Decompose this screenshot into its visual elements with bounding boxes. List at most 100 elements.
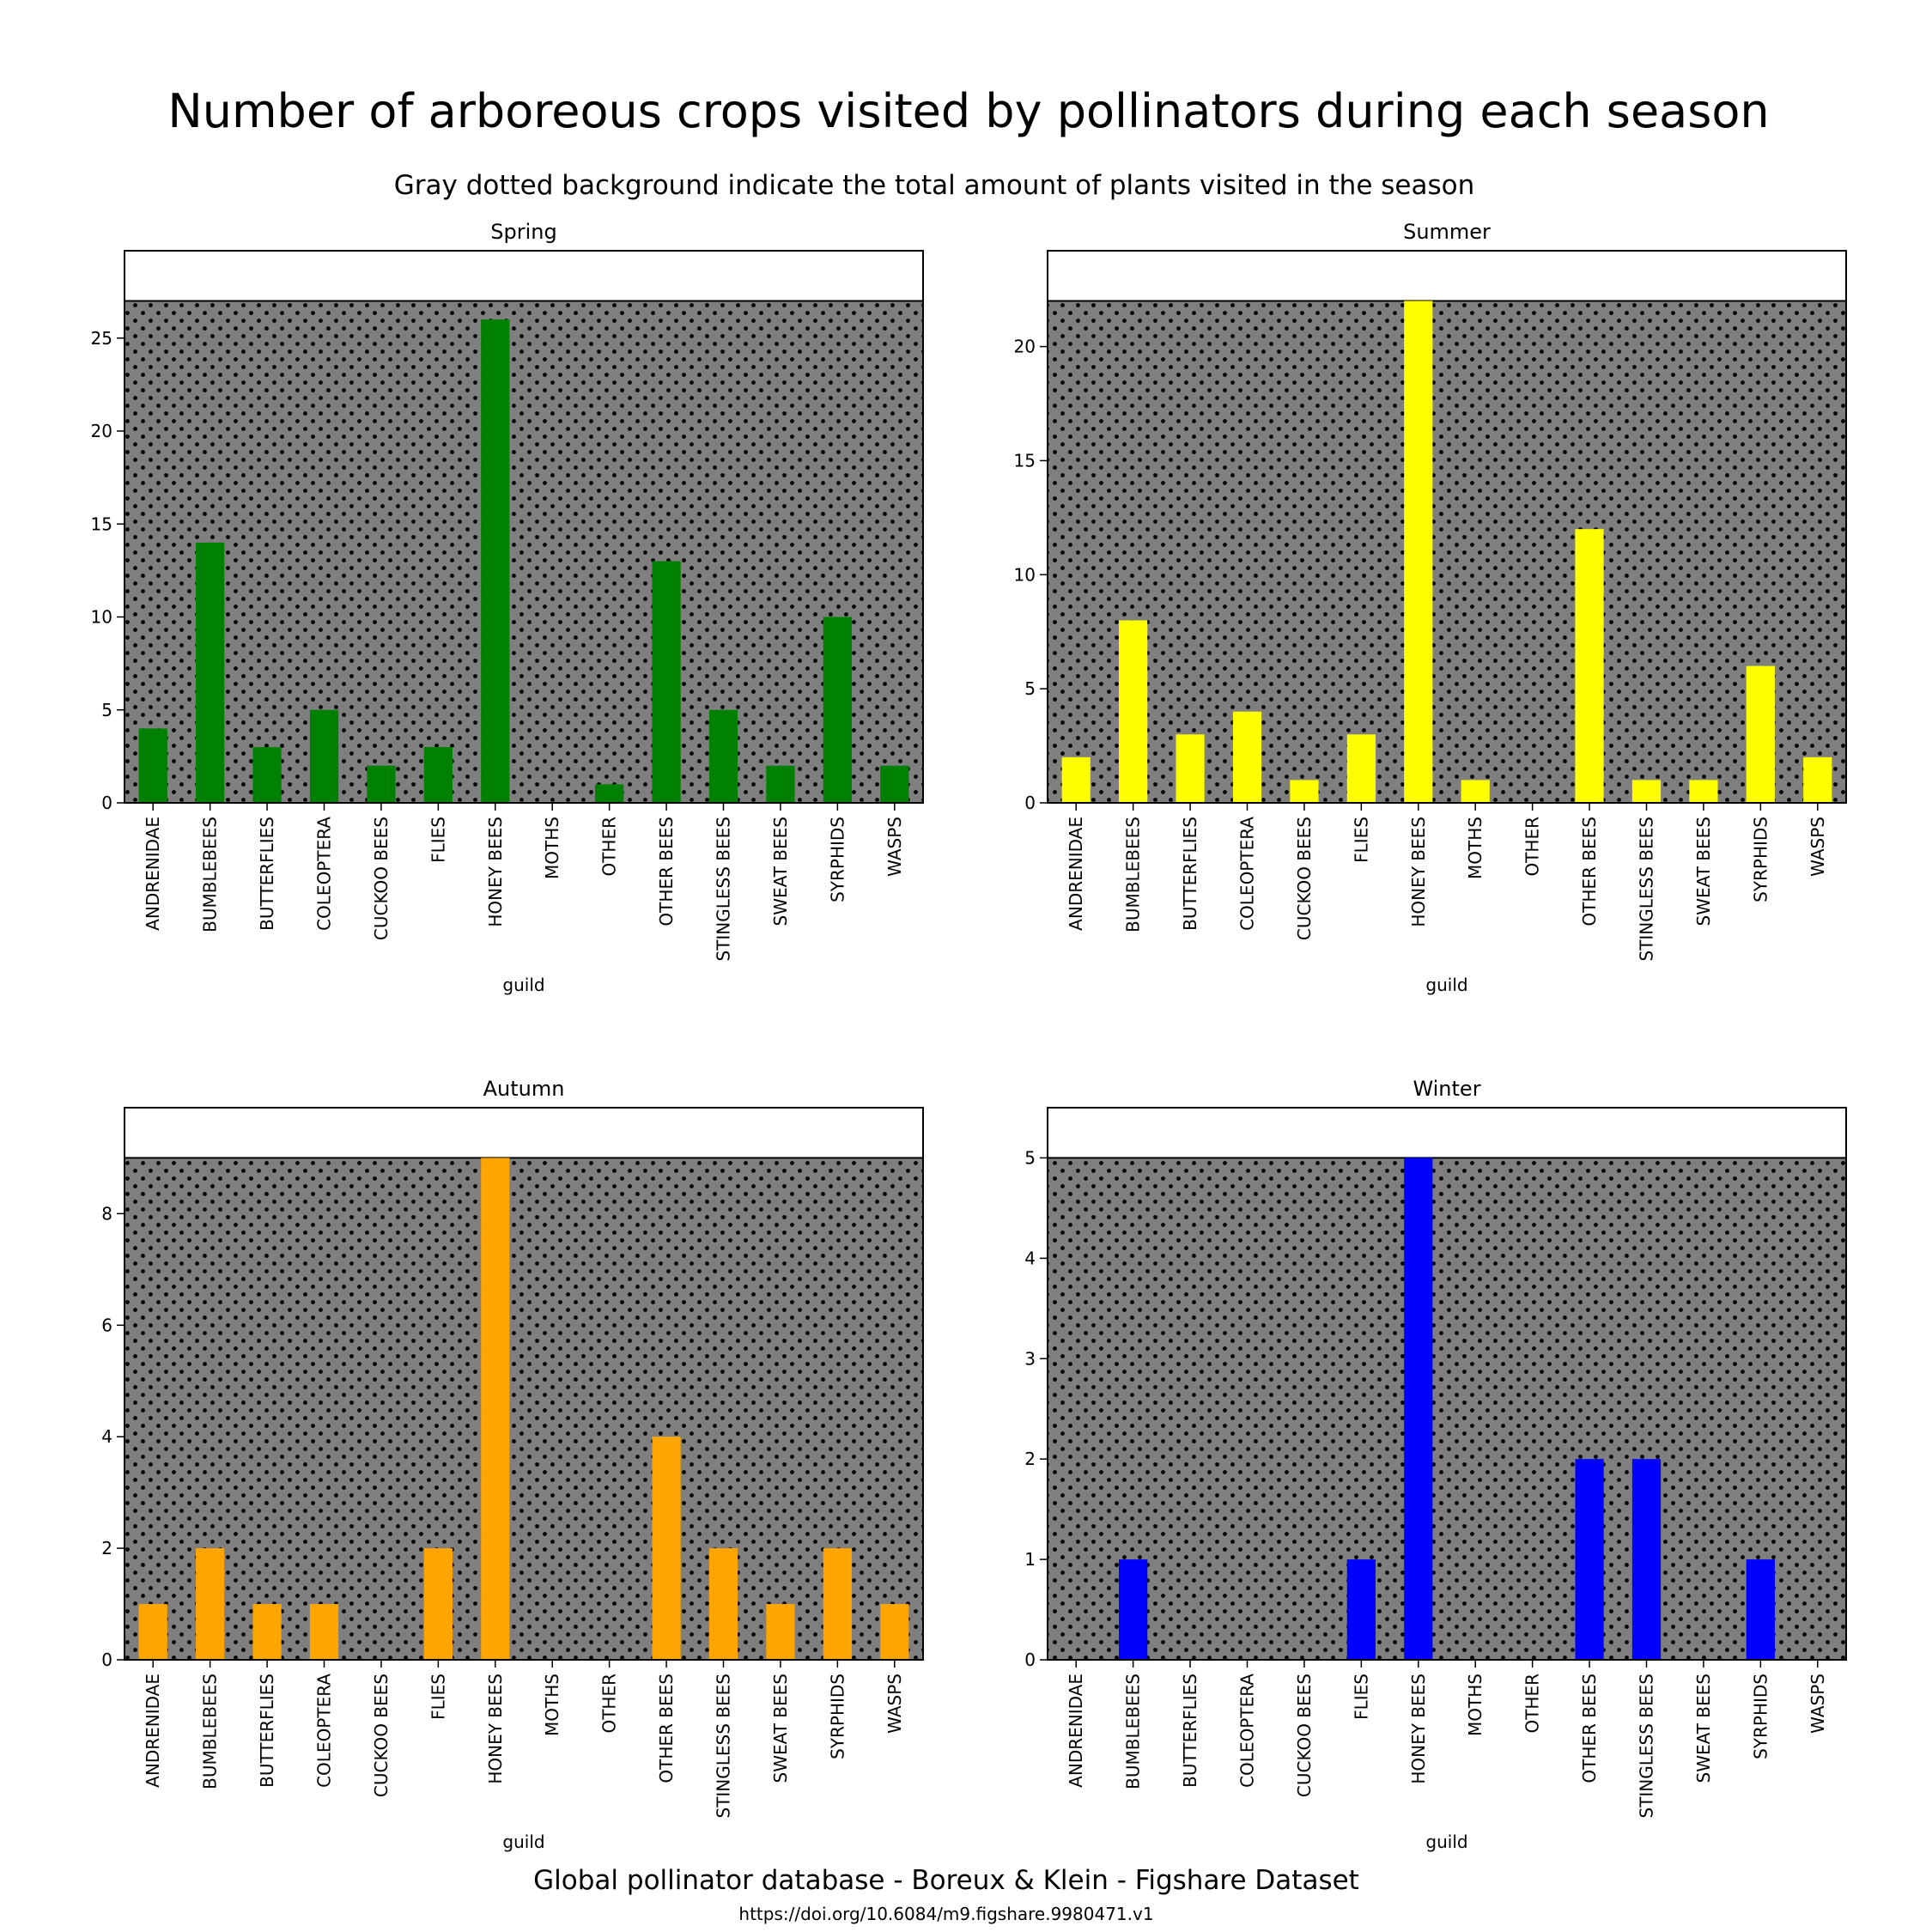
bar-sweat-bees xyxy=(766,765,795,803)
x-tick-label: WASPS xyxy=(1807,817,1828,877)
x-tick-label: BUMBLEBEES xyxy=(200,817,221,933)
bar-stingless-bees xyxy=(1631,1459,1662,1660)
figure-title: Number of arboreous crops visited by pol… xyxy=(167,84,1769,138)
y-tick-label: 10 xyxy=(1014,564,1036,585)
y-tick-label: 2 xyxy=(1024,1449,1036,1469)
y-tick-label: 0 xyxy=(101,1649,112,1670)
x-tick-label: OTHER xyxy=(599,1674,620,1734)
y-tick-label: 10 xyxy=(91,607,112,628)
bar-butterflies xyxy=(252,1604,282,1660)
x-tick-label: BUTTERFLIES xyxy=(1180,1674,1200,1788)
bar-butterflies xyxy=(1176,734,1205,803)
figure-footer-url: https://doi.org/10.6084/m9.figshare.9980… xyxy=(738,1904,1153,1924)
bar-syrphids xyxy=(823,617,852,803)
y-tick-label: 25 xyxy=(91,328,112,349)
y-tick-label: 4 xyxy=(101,1426,112,1447)
bar-honey-bees xyxy=(1404,301,1433,803)
x-tick-label: BUTTERFLIES xyxy=(257,1674,277,1788)
bar-andrenidae xyxy=(138,1604,167,1660)
bar-sweat-bees xyxy=(766,1604,795,1660)
bar-syrphids xyxy=(1746,665,1775,803)
bar-other-bees xyxy=(652,561,681,803)
x-tick-label: OTHER BEES xyxy=(1579,817,1600,927)
axes-frame xyxy=(124,250,924,804)
y-tick-label: 0 xyxy=(1024,1649,1036,1670)
x-tick-label: HONEY BEES xyxy=(485,817,506,927)
y-tick-label: 4 xyxy=(1024,1248,1036,1268)
x-tick-label: FLIES xyxy=(428,817,448,863)
bar-bumblebees xyxy=(1119,1559,1148,1660)
x-tick-label: SYRPHIDS xyxy=(1750,1674,1771,1759)
bar-stingless-bees xyxy=(708,1548,738,1660)
x-tick-label: BUMBLEBEES xyxy=(1123,817,1144,933)
x-tick-label: HONEY BEES xyxy=(1408,817,1429,927)
x-axis-label: guild xyxy=(502,1832,544,1852)
x-tick-label: MOTHS xyxy=(1465,817,1485,879)
y-tick-label: 8 xyxy=(101,1203,112,1224)
x-tick-label: ANDRENIDAE xyxy=(1066,817,1086,931)
x-tick-label: FLIES xyxy=(1351,1674,1371,1720)
x-tick-label: FLIES xyxy=(428,1674,448,1720)
bar-wasps xyxy=(880,1604,909,1660)
x-axis-label: guild xyxy=(1425,1832,1467,1852)
x-tick-label: BUMBLEBEES xyxy=(1123,1674,1144,1789)
x-tick-label: HONEY BEES xyxy=(485,1674,506,1784)
bar-honey-bees xyxy=(1404,1157,1433,1660)
bar-coleoptera xyxy=(309,709,339,803)
y-tick-label: 2 xyxy=(101,1538,112,1558)
x-tick-label: STINGLESS BEES xyxy=(714,1674,734,1819)
x-axis-label: guild xyxy=(1425,975,1467,995)
season-total-background xyxy=(124,300,924,805)
x-tick-label: STINGLESS BEES xyxy=(1637,1674,1657,1819)
y-tick-label: 6 xyxy=(101,1315,112,1335)
bar-stingless-bees xyxy=(1631,780,1662,803)
x-tick-label: ANDRENIDAE xyxy=(143,1674,163,1788)
y-tick-label: 20 xyxy=(91,421,112,441)
x-tick-label: BUMBLEBEES xyxy=(200,1674,221,1789)
y-tick-label: 15 xyxy=(91,513,112,534)
x-tick-label: MOTHS xyxy=(1465,1674,1485,1736)
bar-flies xyxy=(1346,734,1376,803)
x-tick-label: OTHER BEES xyxy=(656,1674,677,1783)
x-tick-label: STINGLESS BEES xyxy=(1637,817,1657,962)
x-tick-label: CUCKOO BEES xyxy=(371,1674,392,1797)
bar-bumblebees xyxy=(196,1548,225,1660)
y-tick-label: 3 xyxy=(1024,1348,1036,1369)
x-tick-label: SYRPHIDS xyxy=(827,1674,848,1759)
bar-syrphids xyxy=(823,1548,852,1660)
bar-flies xyxy=(1346,1559,1376,1660)
bar-other xyxy=(595,784,624,803)
x-tick-label: OTHER xyxy=(599,817,620,877)
bar-andrenidae xyxy=(138,728,167,803)
bar-wasps xyxy=(1803,756,1832,803)
x-tick-label: OTHER BEES xyxy=(1579,1674,1600,1783)
bar-honey-bees xyxy=(481,1157,510,1660)
figure-footer: Global pollinator database - Boreux & Kl… xyxy=(533,1865,1359,1896)
x-axis-label: guild xyxy=(502,975,544,995)
x-tick-label: STINGLESS BEES xyxy=(714,817,734,962)
x-tick-label: CUCKOO BEES xyxy=(1294,817,1315,940)
bar-bumblebees xyxy=(1119,620,1148,803)
y-tick-label: 5 xyxy=(101,700,112,720)
x-tick-label: SYRPHIDS xyxy=(1750,817,1771,902)
axes-frame xyxy=(1047,1107,1847,1661)
panel-title: Summer xyxy=(1403,220,1491,244)
panel-winter: 0 1 2 3 4 5 ANDRENIDAE BUMBLEBEES BUTTERFLIES COL… xyxy=(1024,1077,1847,1852)
bar-cuckoo-bees xyxy=(1290,780,1319,803)
x-tick-label: MOTHS xyxy=(542,817,562,879)
bar-other-bees xyxy=(1575,529,1604,803)
x-tick-label: FLIES xyxy=(1351,817,1371,863)
bar-andrenidae xyxy=(1061,756,1091,803)
panel-spring: 0 5 10 15 20 25 ANDRENIDAE BUMBLEBEES BUTTERFLIE… xyxy=(91,220,924,995)
x-tick-label: OTHER BEES xyxy=(656,817,677,927)
x-tick-label: SWEAT BEES xyxy=(770,1674,791,1783)
season-total-background xyxy=(124,1157,924,1662)
bar-coleoptera xyxy=(1232,711,1262,803)
x-tick-label: SWEAT BEES xyxy=(770,817,791,927)
bar-wasps xyxy=(880,765,909,803)
bar-flies xyxy=(423,747,453,803)
y-tick-label: 15 xyxy=(1014,450,1036,471)
x-tick-label: CUCKOO BEES xyxy=(371,817,392,940)
